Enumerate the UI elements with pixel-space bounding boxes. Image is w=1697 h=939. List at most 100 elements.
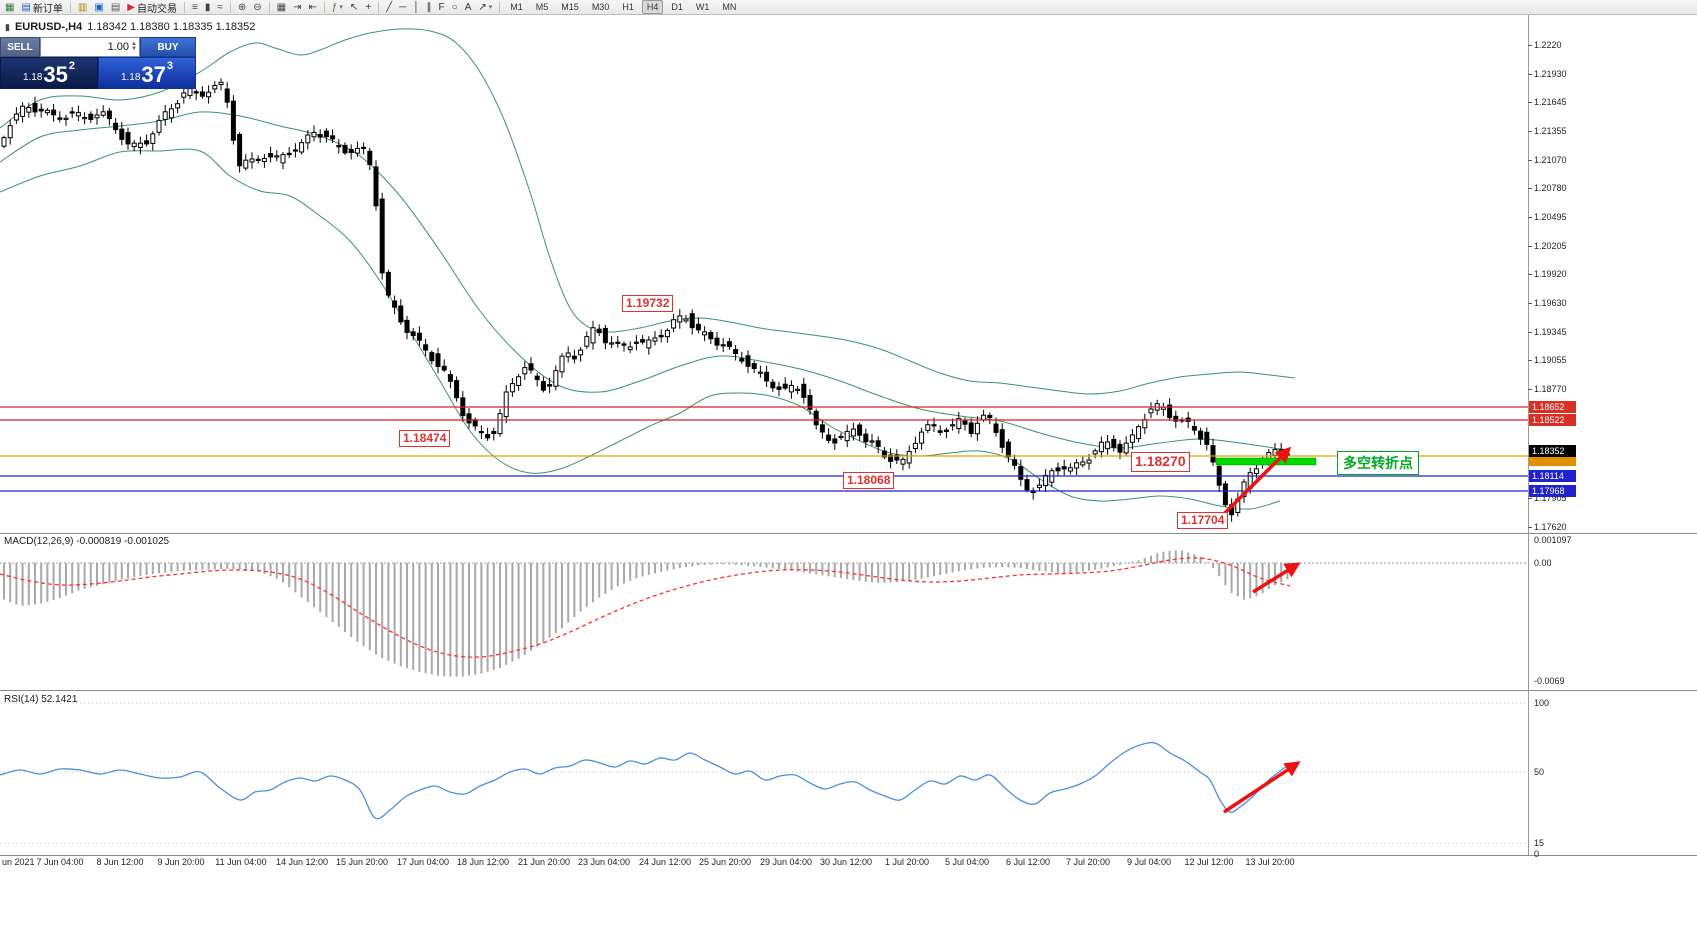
price-scale-label[interactable]: 1.21355 bbox=[1534, 126, 1567, 136]
zoom-in-button[interactable]: ⊕ bbox=[236, 1, 248, 14]
trendline-tool-button[interactable]: ╱ bbox=[384, 1, 394, 14]
bar-chart-button[interactable]: ≡ bbox=[190, 1, 200, 14]
main-price-pane[interactable] bbox=[0, 28, 1528, 522]
time-axis-label[interactable]: un 2021 bbox=[2, 857, 35, 867]
price-callout[interactable]: 1.18068 bbox=[843, 472, 895, 489]
shapes-tool-button[interactable]: ○ bbox=[450, 1, 460, 14]
time-axis-label[interactable]: 18 Jun 12:00 bbox=[456, 857, 510, 867]
turning-point-annotation[interactable]: 多空转折点 bbox=[1337, 451, 1419, 475]
time-axis-label[interactable]: 14 Jun 12:00 bbox=[275, 857, 329, 867]
timeframe-button-h1[interactable]: H1 bbox=[622, 2, 634, 12]
time-axis-label[interactable]: 15 Jun 20:00 bbox=[335, 857, 389, 867]
timeframe-button-m30[interactable]: M30 bbox=[591, 2, 610, 12]
chart-canvas[interactable] bbox=[0, 15, 1528, 855]
volume-spinner[interactable]: ▲ ▼ bbox=[131, 41, 137, 52]
time-axis-label[interactable]: 25 Jun 20:00 bbox=[698, 857, 752, 867]
chart-shift-button[interactable]: ⇤ bbox=[306, 1, 318, 14]
zoom-out-button[interactable]: ⊖ bbox=[251, 1, 263, 14]
price-scale-label[interactable]: 1.20780 bbox=[1534, 183, 1567, 193]
price-callout[interactable]: 1.19732 bbox=[622, 295, 674, 312]
price-callout[interactable]: 1.17704 bbox=[1177, 512, 1229, 529]
navigator-button[interactable]: ▤ bbox=[109, 1, 122, 14]
price-scale-label[interactable]: 1.19345 bbox=[1534, 327, 1567, 337]
price-scale-label[interactable]: 1.19630 bbox=[1534, 298, 1567, 308]
autotrading-button[interactable]: ▶ 自动交易 bbox=[125, 1, 179, 15]
time-axis-label[interactable]: 13 Jul 20:00 bbox=[1245, 857, 1295, 867]
spinner-down-icon[interactable]: ▼ bbox=[131, 46, 137, 52]
rsi-pane[interactable] bbox=[0, 702, 1528, 844]
trend-arrow[interactable] bbox=[1252, 562, 1301, 594]
time-axis-label[interactable]: 17 Jun 04:00 bbox=[396, 857, 450, 867]
indicators-button[interactable]: ƒ ▾ bbox=[330, 1, 345, 14]
price-scale-label[interactable]: 1.21930 bbox=[1534, 69, 1567, 79]
text-tool-button[interactable]: A bbox=[463, 1, 474, 14]
time-axis-label[interactable]: 21 Jun 20:00 bbox=[517, 857, 571, 867]
time-axis-label[interactable]: 8 Jun 12:00 bbox=[96, 857, 144, 867]
time-axis-label[interactable]: 23 Jun 04:00 bbox=[577, 857, 631, 867]
macd-pane[interactable] bbox=[0, 550, 1528, 677]
price-scale-label[interactable]: 1.21645 bbox=[1534, 97, 1567, 107]
time-axis-label[interactable]: 9 Jul 04:00 bbox=[1126, 857, 1172, 867]
trend-arrow[interactable] bbox=[1223, 761, 1301, 814]
timeframe-button-m15[interactable]: M15 bbox=[561, 2, 579, 12]
sell-button[interactable]: SELL bbox=[0, 37, 40, 57]
price-line-label: 1.18652 bbox=[1529, 401, 1576, 413]
price-scale-label[interactable]: 1.19920 bbox=[1534, 269, 1567, 279]
turning-point-segment[interactable] bbox=[1215, 457, 1317, 466]
timeframe-button-d1[interactable]: D1 bbox=[671, 2, 683, 12]
price-callout[interactable]: 1.18474 bbox=[399, 430, 451, 447]
timeframe-button-mn[interactable]: MN bbox=[722, 2, 737, 12]
time-axis-label[interactable]: 30 Jun 12:00 bbox=[819, 857, 873, 867]
candlestick-chart-button[interactable]: ▮ bbox=[203, 1, 213, 14]
time-axis-label[interactable]: 1 Jul 20:00 bbox=[884, 857, 930, 867]
price-scale-label[interactable]: 1.17905 bbox=[1534, 493, 1567, 503]
timeframe-button-w1[interactable]: W1 bbox=[695, 2, 710, 12]
time-axis-label[interactable]: 7 Jul 20:00 bbox=[1065, 857, 1111, 867]
time-axis-label[interactable]: 11 Jun 04:00 bbox=[215, 857, 267, 867]
data-window-button[interactable]: ▣ bbox=[92, 1, 105, 14]
rsi-pane-separator[interactable] bbox=[0, 690, 1697, 691]
cursor-tool-button[interactable]: ↖ bbox=[348, 1, 360, 14]
time-axis-label[interactable]: 12 Jul 12:00 bbox=[1184, 857, 1234, 867]
timeframe-button-m1[interactable]: M1 bbox=[510, 2, 523, 12]
time-axis-label[interactable]: 9 Jun 20:00 bbox=[157, 857, 205, 867]
sell-price-button[interactable]: 1.18 35 2 bbox=[0, 57, 98, 89]
dropdown-caret-icon[interactable]: ▾ bbox=[488, 4, 493, 11]
time-axis-label[interactable]: 6 Jul 12:00 bbox=[1005, 857, 1051, 867]
price-scale-label[interactable]: 1.20495 bbox=[1534, 212, 1567, 222]
rsi-scale-label: 0 bbox=[1534, 849, 1540, 859]
price-scale-label[interactable]: 1.19055 bbox=[1534, 355, 1567, 365]
vline-tool-button[interactable]: │ bbox=[411, 1, 421, 14]
arrows-tool-button[interactable]: ↗ ▾ bbox=[476, 1, 494, 14]
new-order-button[interactable]: ▤ 新订单 bbox=[19, 1, 64, 15]
new-chart-button[interactable]: ▦ bbox=[3, 1, 16, 14]
volume-input[interactable]: 1.00 ▲ ▼ bbox=[40, 37, 140, 57]
buy-price-button[interactable]: 1.18 37 3 bbox=[98, 57, 196, 89]
time-axis-label[interactable]: 24 Jun 12:00 bbox=[638, 857, 692, 867]
price-scale-label[interactable]: 1.17620 bbox=[1534, 522, 1567, 532]
spinner-up-icon[interactable]: ▲ bbox=[131, 41, 137, 47]
auto-scroll-button[interactable]: ⇥ bbox=[291, 1, 303, 14]
price-scale-label[interactable]: 1.20205 bbox=[1534, 241, 1567, 251]
hline-tool-button[interactable]: ─ bbox=[397, 1, 408, 14]
dropdown-caret-icon[interactable]: ▾ bbox=[339, 4, 343, 11]
crosshair-tool-button[interactable]: + bbox=[363, 1, 373, 14]
price-callout[interactable]: 1.18270 bbox=[1131, 452, 1190, 472]
trend-arrow[interactable] bbox=[1222, 446, 1292, 516]
line-chart-button[interactable]: ≈ bbox=[215, 1, 225, 14]
tile-windows-button[interactable]: ▦ bbox=[275, 1, 288, 14]
buy-button[interactable]: BUY bbox=[140, 37, 196, 57]
channel-tool-button[interactable]: ∥ bbox=[425, 1, 434, 14]
timeframe-button-m5[interactable]: M5 bbox=[535, 2, 549, 12]
time-axis-label[interactable]: 7 Jun 04:00 bbox=[36, 857, 84, 867]
market-watch-button[interactable]: ▥ bbox=[76, 1, 89, 14]
price-scale-label[interactable]: 1.18770 bbox=[1534, 384, 1567, 394]
macd-pane-separator[interactable] bbox=[0, 533, 1697, 534]
price-scale-label[interactable]: 1.2220 bbox=[1534, 40, 1562, 50]
price-scale-label[interactable]: 1.21070 bbox=[1534, 155, 1567, 165]
fibonacci-tool-button[interactable]: F bbox=[437, 1, 447, 14]
timeframe-button-h4[interactable]: H4 bbox=[641, 0, 664, 14]
time-axis-label[interactable]: 29 Jun 04:00 bbox=[759, 857, 813, 867]
time-axis-label[interactable]: 5 Jul 04:00 bbox=[944, 857, 990, 867]
